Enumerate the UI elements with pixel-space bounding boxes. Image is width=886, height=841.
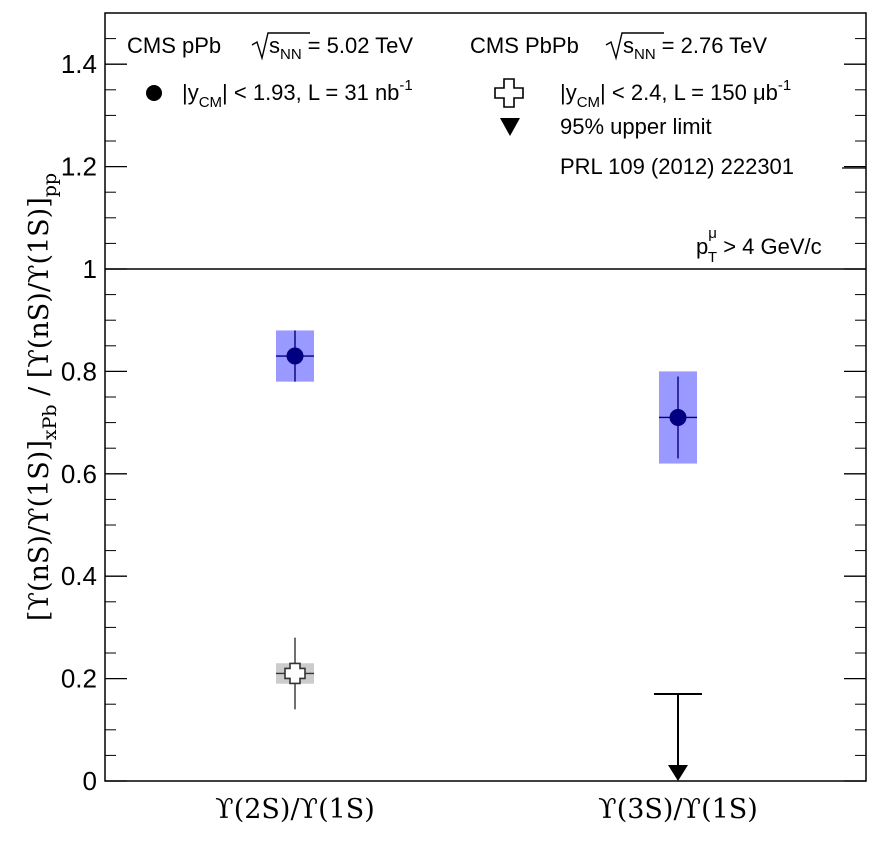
- category-label: ϒ(3S)/ϒ(1S): [598, 794, 758, 825]
- legend: CMS pPb sNN = 5.02 TeV CMS PbPb sNN = 2.76…: [127, 32, 822, 266]
- category-labels: ϒ(2S)/ϒ(1S) ϒ(3S)/ϒ(1S): [215, 794, 758, 825]
- y-tick-label: 1.2: [61, 152, 97, 182]
- legend-upper-limit: 95% upper limit: [560, 114, 712, 139]
- error-bars: [276, 330, 702, 767]
- legend-open-cross-icon: [494, 78, 524, 108]
- legend-filled-circle-icon: [146, 85, 162, 101]
- legend-pbpb-rapidity: |yCM| < 2.4, L = 150 μb-1: [560, 77, 791, 111]
- upper-limit-arrow: [668, 765, 688, 781]
- y-tick-label: 0.6: [61, 459, 97, 489]
- legend-ppb-title: CMS pPb: [127, 33, 221, 58]
- y-axis-ticks: 0 0.2 0.4 0.6 0.8 1 1.2 1.4: [61, 38, 866, 796]
- y-tick-label: 1: [83, 254, 97, 284]
- reference-line-group: [105, 167, 866, 270]
- category-label: ϒ(2S)/ϒ(1S): [215, 794, 375, 825]
- y-tick-label: 0: [83, 766, 97, 796]
- systematic-boxes: [276, 330, 697, 684]
- sqrt-sign-pbpb-icon: [605, 32, 664, 61]
- legend-ppb-energy: sNN = 5.02 TeV: [269, 33, 413, 63]
- legend-reference: PRL 109 (2012) 222301: [560, 154, 794, 179]
- data-point-cross: [284, 662, 306, 685]
- legend-down-triangle-icon: [500, 118, 520, 136]
- y-tick-label: 0.8: [61, 356, 97, 386]
- plot-frame: [104, 12, 867, 782]
- data-markers: [284, 347, 688, 781]
- y-tick-label: 1.4: [61, 49, 97, 79]
- y-tick-label: 0.2: [61, 664, 97, 694]
- data-point-circle: [286, 347, 304, 365]
- legend-pbpb-energy: sNN = 2.76 TeV: [623, 33, 767, 63]
- sqrt-sign-ppb-icon: [251, 32, 310, 61]
- y-tick-label: 0.4: [61, 561, 97, 591]
- legend-pbpb-title: CMS PbPb: [470, 33, 579, 58]
- data-point-circle: [669, 408, 687, 426]
- legend-ppb-rapidity: |yCM| < 1.93, L = 31 nb-1: [182, 77, 413, 111]
- y-axis-label: [ϒ(nS)/ϒ(1S)]xPb / [ϒ(nS)/ϒ(1S)]pp: [24, 173, 61, 621]
- pt-cut-label: pμ T > 4 GeV/c: [696, 225, 822, 266]
